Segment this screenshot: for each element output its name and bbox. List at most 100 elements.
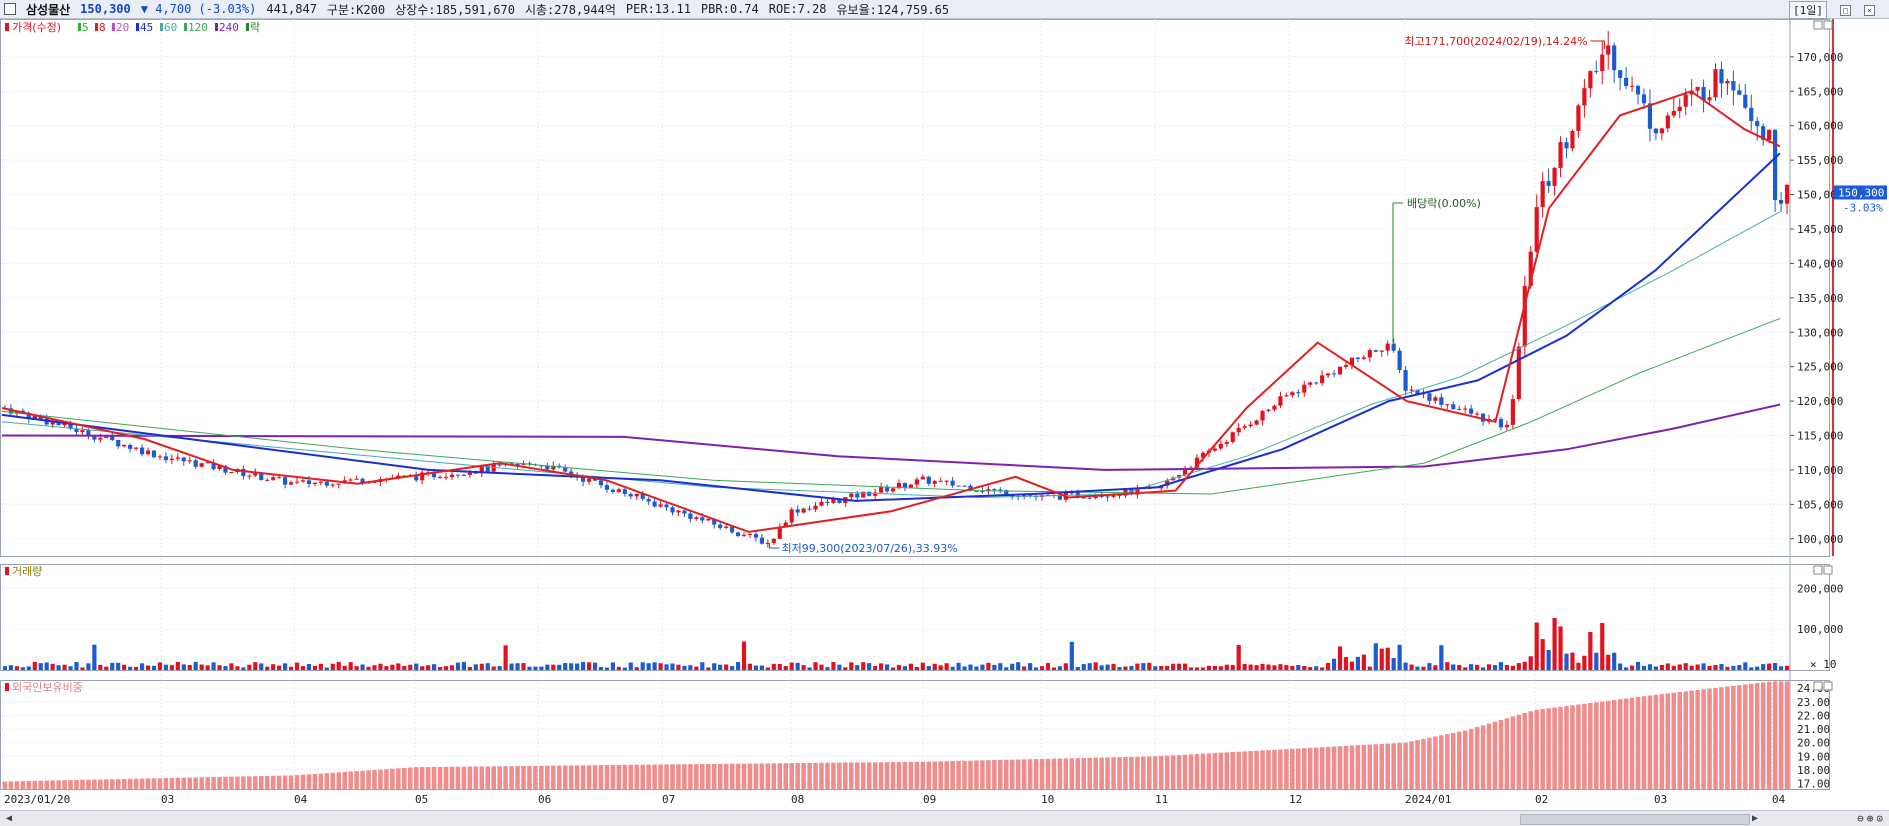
candle-body[interactable]	[1778, 200, 1784, 204]
candle-body[interactable]	[205, 462, 210, 464]
foreign-bar[interactable]	[1731, 685, 1736, 789]
volume-bar[interactable]	[1111, 663, 1116, 670]
foreign-bar[interactable]	[1480, 725, 1486, 789]
foreign-bar[interactable]	[1528, 711, 1534, 789]
foreign-bar[interactable]	[479, 766, 485, 789]
foreign-bar[interactable]	[1689, 690, 1694, 789]
foreign-bar[interactable]	[1397, 742, 1402, 789]
foreign-bar[interactable]	[825, 762, 830, 789]
candle-body[interactable]	[1659, 128, 1664, 134]
candle-body[interactable]	[1451, 404, 1456, 410]
candle-body[interactable]	[1463, 408, 1468, 410]
volume-bar[interactable]	[986, 662, 991, 670]
candle-body[interactable]	[1248, 424, 1253, 427]
volume-bar[interactable]	[688, 665, 693, 670]
volume-bar[interactable]	[1194, 667, 1200, 670]
candle-body[interactable]	[455, 474, 461, 476]
select-checkbox[interactable]	[4, 3, 16, 15]
volume-bar[interactable]	[1618, 663, 1623, 670]
candle-body[interactable]	[1510, 399, 1515, 425]
zoom-in-icon[interactable]: ⊕	[1866, 812, 1874, 825]
volume-bar[interactable]	[777, 663, 782, 670]
candle-body[interactable]	[1308, 382, 1313, 385]
volume-bar[interactable]	[807, 667, 812, 670]
candle-body[interactable]	[1397, 350, 1402, 371]
foreign-bar[interactable]	[515, 766, 520, 789]
candle-body[interactable]	[1522, 285, 1527, 347]
foreign-bar[interactable]	[1373, 744, 1379, 789]
foreign-bar[interactable]	[819, 762, 824, 789]
foreign-bar[interactable]	[1313, 747, 1319, 789]
candle-body[interactable]	[735, 532, 741, 536]
foreign-bar[interactable]	[1719, 687, 1724, 789]
foreign-bar[interactable]	[306, 774, 312, 789]
volume-bar[interactable]	[1475, 664, 1480, 670]
candle-body[interactable]	[1415, 389, 1420, 395]
volume-bar[interactable]	[1546, 650, 1551, 670]
foreign-bar[interactable]	[1164, 755, 1170, 789]
foreign-bar[interactable]	[1743, 684, 1748, 789]
volume-bar[interactable]	[217, 665, 222, 670]
panel-close-icon[interactable]	[1823, 20, 1833, 30]
candle-body[interactable]	[1242, 426, 1247, 428]
foreign-bar[interactable]	[312, 773, 318, 789]
candle-body[interactable]	[831, 499, 836, 503]
candle-body[interactable]	[294, 481, 300, 483]
candle-body[interactable]	[1057, 494, 1062, 500]
volume-bar[interactable]	[861, 662, 866, 670]
volume-bar[interactable]	[706, 667, 711, 670]
foreign-bar[interactable]	[1278, 749, 1283, 789]
foreign-bar[interactable]	[509, 766, 514, 789]
foreign-bar[interactable]	[1325, 746, 1331, 789]
volume-bar[interactable]	[479, 663, 484, 670]
volume-bar[interactable]	[497, 666, 502, 670]
foreign-bar[interactable]	[503, 766, 508, 789]
candle-body[interactable]	[765, 542, 770, 544]
candle-body[interactable]	[682, 510, 687, 514]
candle-body[interactable]	[712, 518, 717, 525]
candle-body[interactable]	[1707, 97, 1712, 101]
volume-bar[interactable]	[1403, 662, 1408, 670]
volume-bar[interactable]	[128, 666, 133, 670]
foreign-bar[interactable]	[115, 779, 121, 789]
foreign-bar[interactable]	[759, 763, 765, 789]
volume-bar[interactable]	[1117, 667, 1122, 670]
foreign-bar[interactable]	[866, 762, 872, 789]
volume-bar[interactable]	[581, 661, 586, 670]
foreign-bar[interactable]	[1135, 756, 1140, 789]
foreign-bar[interactable]	[837, 762, 842, 789]
foreign-bar[interactable]	[56, 780, 61, 789]
foreign-bar[interactable]	[1588, 703, 1593, 789]
foreign-bar[interactable]	[1754, 683, 1760, 789]
foreign-bar[interactable]	[795, 763, 800, 789]
volume-bar[interactable]	[1218, 666, 1223, 670]
foreign-bar[interactable]	[44, 780, 49, 789]
foreign-bar[interactable]	[1057, 758, 1063, 789]
foreign-bar[interactable]	[20, 781, 26, 789]
volume-bar[interactable]	[1498, 662, 1504, 670]
foreign-bar[interactable]	[1105, 757, 1110, 789]
volume-bar[interactable]	[1200, 667, 1206, 670]
foreign-bar[interactable]	[1778, 681, 1784, 789]
foreign-bar[interactable]	[598, 765, 604, 789]
foreign-bar[interactable]	[276, 775, 282, 789]
foreign-bar[interactable]	[1027, 759, 1033, 789]
volume-bar[interactable]	[1320, 667, 1325, 670]
candle-body[interactable]	[515, 464, 520, 466]
candle-body[interactable]	[300, 480, 306, 482]
foreign-bar[interactable]	[253, 776, 258, 789]
panel-restore-icon[interactable]	[1813, 681, 1823, 691]
candle-body[interactable]	[104, 436, 109, 438]
candle-body[interactable]	[646, 498, 651, 502]
candle-body[interactable]	[1427, 393, 1432, 401]
volume-bar[interactable]	[604, 667, 610, 670]
volume-bar[interactable]	[1236, 645, 1241, 670]
candle-body[interactable]	[849, 493, 854, 498]
candle-body[interactable]	[879, 487, 884, 493]
volume-bar[interactable]	[551, 664, 556, 670]
candle-body[interactable]	[139, 447, 145, 455]
volume-bar[interactable]	[80, 667, 85, 670]
volume-bar[interactable]	[962, 666, 967, 670]
foreign-bar[interactable]	[735, 763, 741, 789]
foreign-bar[interactable]	[139, 778, 145, 789]
